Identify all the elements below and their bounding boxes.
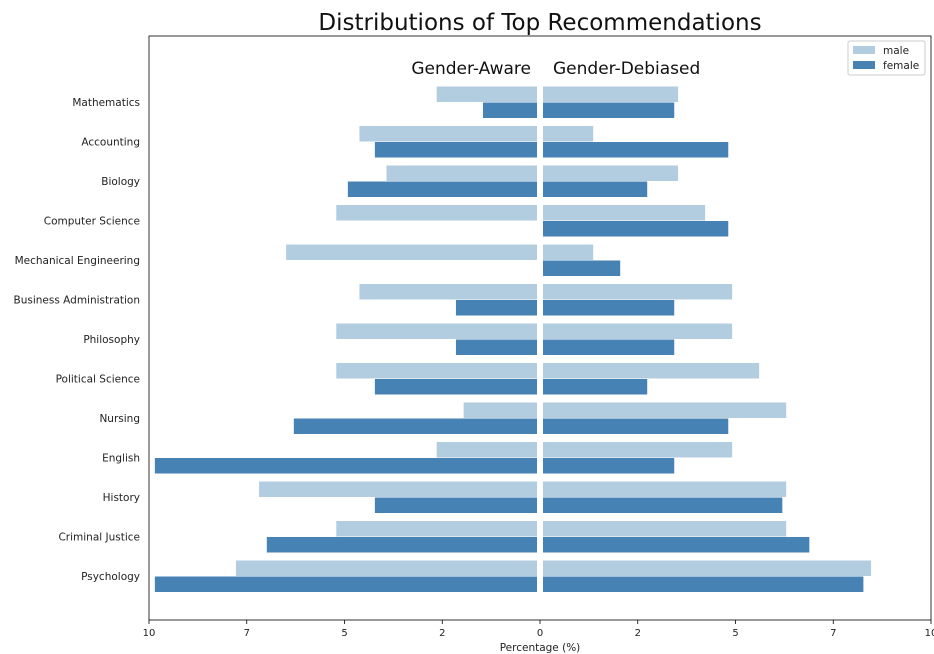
legend-label-male: male (883, 45, 909, 57)
bar-debiased-male-political-science (543, 363, 760, 379)
legend-swatch-male (853, 46, 875, 54)
chart-title: Distributions of Top Recommendations (318, 10, 761, 36)
bar-aware-female-nursing (293, 418, 537, 434)
bar-debiased-male-accounting (543, 126, 594, 142)
plot-frame (148, 35, 932, 621)
bar-debiased-male-mechanical-engineering (543, 244, 594, 260)
panel-title-gender-aware: Gender-Aware (411, 59, 531, 79)
category-label-accounting: Accounting (81, 137, 140, 149)
category-label-biology: Biology (101, 176, 140, 188)
bar-debiased-female-biology (543, 181, 648, 197)
bar-debiased-female-mathematics (543, 102, 675, 118)
category-label-english: English (102, 453, 140, 465)
bar-aware-female-english (154, 458, 538, 474)
x-tick-label: 10 (925, 628, 934, 639)
bar-aware-female-criminal-justice (266, 537, 537, 553)
bar-debiased-female-psychology (543, 576, 864, 592)
category-label-philosophy: Philosophy (83, 334, 140, 346)
bar-aware-female-biology (347, 181, 537, 197)
bar-aware-male-nursing (463, 402, 537, 418)
legend-swatch-female (853, 61, 875, 69)
bar-aware-male-philosophy (336, 323, 537, 339)
bar-aware-male-history (259, 481, 537, 497)
x-tick-label: 5 (732, 628, 738, 639)
bar-debiased-male-psychology (543, 560, 872, 576)
bar-debiased-male-business-administration (543, 284, 733, 300)
category-label-criminal-justice: Criminal Justice (58, 532, 140, 544)
bar-aware-female-mathematics (482, 102, 537, 118)
bar-aware-female-psychology (154, 576, 538, 592)
x-tick-label: 7 (830, 628, 836, 639)
category-label-mechanical-engineering: Mechanical Engineering (15, 255, 140, 267)
bar-debiased-male-biology (543, 165, 679, 181)
bar-aware-male-accounting (359, 126, 537, 142)
bar-debiased-male-history (543, 481, 787, 497)
bar-aware-female-history (374, 497, 537, 513)
bar-aware-male-mathematics (436, 86, 537, 102)
bar-debiased-female-criminal-justice (543, 537, 810, 553)
category-label-political-science: Political Science (56, 374, 140, 386)
legend-label-female: female (883, 60, 919, 72)
bar-aware-male-mechanical-engineering (286, 244, 537, 260)
x-tick-label: 10 (143, 628, 156, 639)
bar-aware-female-philosophy (455, 339, 537, 355)
bar-aware-male-business-administration (359, 284, 537, 300)
bar-aware-female-business-administration (455, 300, 537, 316)
category-label-business-administration: Business Administration (14, 295, 140, 307)
x-tick-label: 5 (341, 628, 347, 639)
x-tick-label: 0 (537, 628, 543, 639)
bar-aware-male-criminal-justice (336, 521, 537, 537)
bar-debiased-female-english (543, 458, 675, 474)
bar-debiased-female-business-administration (543, 300, 675, 316)
x-tick-label: 2 (439, 628, 445, 639)
category-label-history: History (103, 492, 140, 504)
x-axis-label: Percentage (%) (500, 642, 581, 654)
bar-debiased-male-english (543, 442, 733, 458)
bar-debiased-male-nursing (543, 402, 787, 418)
bars-group (154, 86, 872, 592)
category-label-mathematics: Mathematics (72, 97, 140, 109)
bar-aware-female-political-science (374, 379, 537, 395)
bar-aware-male-psychology (235, 560, 538, 576)
x-ticks: 10 7 5 2 0 2 5 7 10 (143, 620, 934, 639)
bar-debiased-female-philosophy (543, 339, 675, 355)
x-tick-label: 2 (635, 628, 641, 639)
bar-aware-female-accounting (374, 142, 537, 158)
bar-debiased-female-computer-science (543, 221, 729, 237)
x-tick-label: 7 (244, 628, 250, 639)
panel-title-gender-debiased: Gender-Debiased (553, 59, 700, 79)
bar-aware-male-computer-science (336, 205, 537, 221)
bar-debiased-male-mathematics (543, 86, 679, 102)
bar-debiased-female-nursing (543, 418, 729, 434)
bar-aware-male-biology (386, 165, 537, 181)
bar-debiased-female-mechanical-engineering (543, 260, 621, 276)
legend: male female (847, 40, 926, 76)
bar-aware-male-english (436, 442, 537, 458)
category-label-computer-science: Computer Science (44, 216, 140, 228)
bar-aware-male-political-science (336, 363, 537, 379)
category-label-nursing: Nursing (99, 413, 140, 425)
bar-debiased-female-accounting (543, 142, 729, 158)
bar-debiased-male-criminal-justice (543, 521, 787, 537)
bar-debiased-female-history (543, 497, 783, 513)
category-labels: Mathematics Accounting Biology Computer Sci… (14, 97, 140, 583)
bar-debiased-female-political-science (543, 379, 648, 395)
bar-debiased-male-philosophy (543, 323, 733, 339)
category-label-psychology: Psychology (81, 571, 140, 583)
bar-debiased-male-computer-science (543, 205, 706, 221)
